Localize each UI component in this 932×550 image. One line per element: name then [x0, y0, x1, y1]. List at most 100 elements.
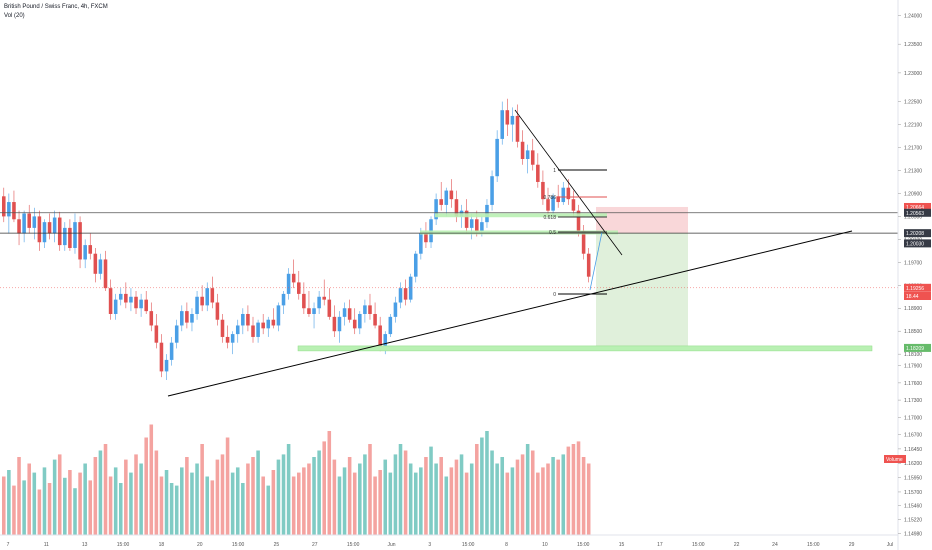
volume-bar: [118, 483, 123, 535]
fib-level: 0.618: [543, 215, 607, 221]
candle-body: [73, 222, 77, 248]
x-tick-label: 29: [849, 542, 855, 548]
candle-body: [566, 187, 571, 200]
candle-body: [261, 322, 265, 329]
price-tag-bg: [904, 208, 931, 217]
volume-bar: [281, 454, 286, 535]
candle-body: [118, 293, 123, 300]
drawings: 1 0.786 0.618 0.5 0: [0, 109, 898, 397]
candle-body: [139, 299, 143, 309]
candle-body: [281, 293, 286, 306]
candle-body: [495, 138, 499, 177]
x-tick-label: 22: [734, 542, 740, 548]
candle: [83, 239, 87, 269]
fib-zone-50: [420, 230, 618, 235]
candle-body: [327, 299, 332, 317]
candle-body: [7, 202, 11, 217]
volume-bar: [291, 476, 296, 535]
candle: [52, 210, 57, 243]
x-tick-label: 17: [657, 542, 663, 548]
candle-body: [480, 222, 484, 231]
candle-body: [195, 296, 199, 314]
candle: [505, 98, 510, 137]
candle-body: [342, 308, 347, 317]
candle: [22, 210, 26, 243]
volume-bar: [530, 450, 535, 535]
x-tick-label: 11: [44, 542, 49, 548]
y-tick-label: 1.15220: [904, 518, 922, 524]
y-tick: 1.18500: [898, 329, 922, 335]
candle-body: [235, 325, 240, 335]
volume-bar: [7, 470, 11, 535]
volume-bar: [164, 470, 169, 535]
candle-body: [297, 282, 301, 294]
candle: [113, 293, 118, 320]
volume-bar: [251, 457, 255, 535]
candle: [393, 296, 398, 323]
candle: [169, 336, 174, 366]
candle: [520, 130, 525, 165]
x-tick-label: 15:00: [692, 542, 705, 548]
x-tick-label: 20: [197, 542, 203, 548]
x-tick-label: 13: [82, 542, 88, 548]
y-tick: 1.22100: [898, 123, 922, 129]
volume-bar: [108, 476, 113, 535]
candle: [154, 313, 159, 349]
candle: [307, 291, 311, 317]
candle: [134, 291, 138, 314]
candle: [586, 247, 591, 283]
volume-bar: [541, 467, 545, 535]
x-tick-label: 7: [7, 542, 10, 548]
y-tick-label: 1.21300: [904, 168, 922, 174]
x-tick-label: 15:00: [232, 542, 245, 548]
volume-bar: [571, 444, 576, 535]
volume-bar: [235, 467, 240, 535]
volume-bar: [424, 457, 428, 535]
candle-body: [378, 325, 382, 346]
candle-body: [413, 253, 418, 277]
candle: [566, 179, 571, 205]
candle: [495, 130, 499, 182]
price-tag: 1.20563: [904, 208, 931, 217]
y-tick-label: 1.23000: [904, 71, 922, 77]
candle-body: [510, 115, 515, 125]
y-tick-label: 1.15950: [904, 476, 922, 482]
volume-bar: [556, 459, 560, 535]
candle: [312, 302, 316, 329]
candle: [327, 288, 332, 320]
volume-bar: [12, 485, 16, 535]
price-tag-bg: [904, 229, 931, 238]
fib-level: 0.786: [543, 195, 607, 201]
candle: [17, 210, 21, 246]
volume-bar: [195, 463, 199, 535]
candle-body: [271, 319, 276, 326]
volume-bar: [261, 476, 265, 535]
candle: [98, 253, 103, 280]
volume-bar: [464, 472, 469, 535]
candle: [469, 213, 474, 240]
candle-body: [424, 233, 428, 243]
candle: [220, 313, 225, 343]
candle-body: [205, 288, 210, 306]
price-tag-label: 18.44: [906, 294, 919, 300]
candle: [490, 170, 494, 211]
volume-bar: [581, 457, 586, 535]
y-tick: 1.19700: [898, 260, 922, 266]
volume-bar: [475, 444, 479, 535]
y-tick-label: 1.15700: [904, 490, 922, 496]
candle-body: [383, 334, 388, 346]
candle-body: [505, 110, 510, 125]
take-profit-zone: [596, 233, 688, 348]
candle: [88, 233, 93, 260]
price-tag-bg: [904, 239, 931, 248]
candle: [103, 250, 108, 292]
y-tick: 1.14980: [898, 531, 922, 537]
candle-body: [434, 199, 438, 220]
x-tick-label: 15:00: [577, 542, 590, 548]
volume-bar: [505, 472, 510, 535]
candle: [434, 193, 438, 226]
fib-label: 0: [553, 292, 556, 298]
candle-body: [449, 190, 454, 200]
volume-bar: [327, 431, 332, 535]
